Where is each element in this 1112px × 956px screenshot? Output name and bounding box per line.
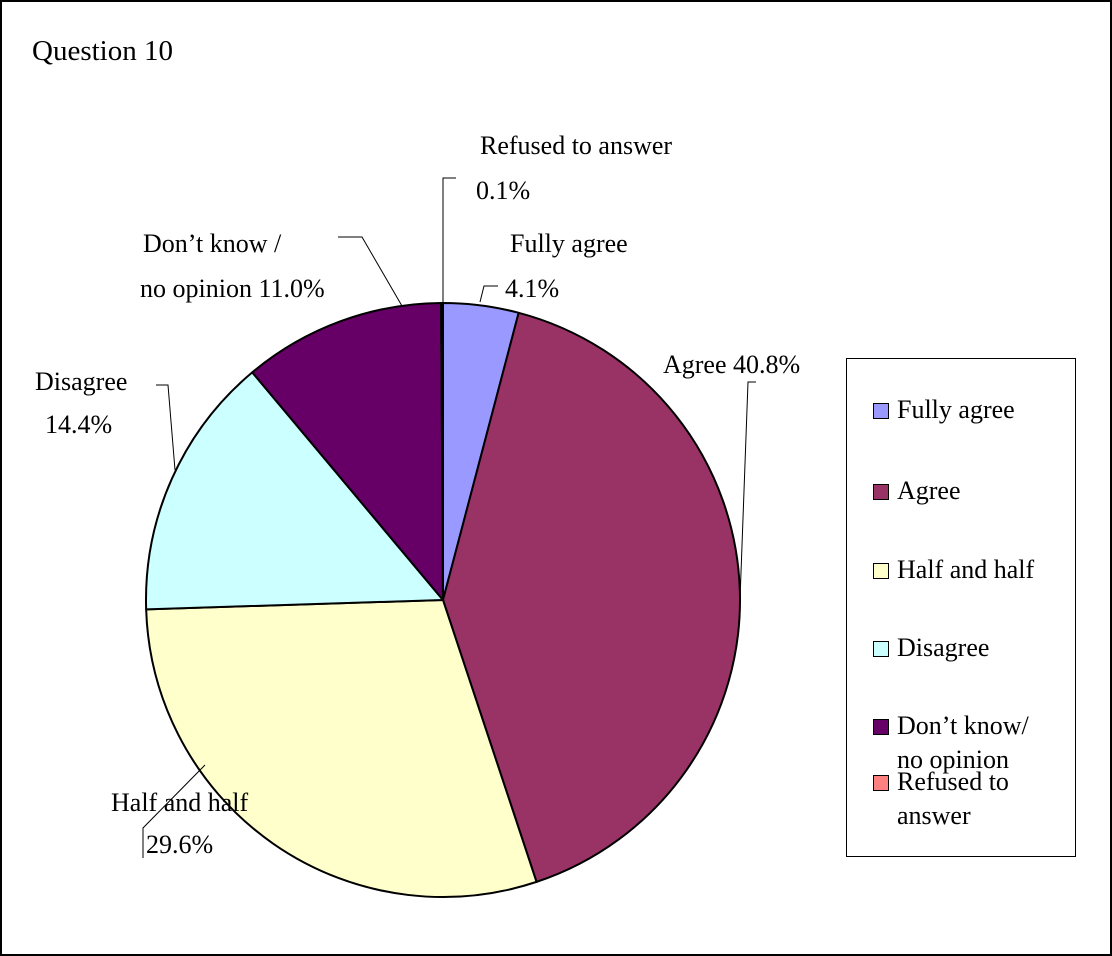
leader-line-don-t-know-no-opinion <box>338 236 403 307</box>
legend-swatch-half-and-half <box>873 563 889 579</box>
leader-line-agree <box>739 381 756 601</box>
leader-line-refused-to-answer <box>442 177 456 303</box>
data-label-refused-to-answer: Refused to answer <box>480 131 672 160</box>
legend-item-half-and-half: Half and half <box>873 553 1073 587</box>
data-label-disagree: Disagree <box>35 367 127 396</box>
legend-label: Disagree <box>897 633 990 662</box>
legend-item-don-t-know-no-opinion: Don’t know/no opinion <box>873 709 1073 777</box>
data-label-half-and-half: Half and half <box>111 788 249 817</box>
legend-label: Don’t know/ <box>897 711 1029 740</box>
data-label-agree: Agree 40.8% <box>663 350 800 379</box>
data-label-half-and-half: 29.6% <box>146 830 213 859</box>
data-label-fully-agree: 4.1% <box>505 274 559 303</box>
legend-swatch-agree <box>873 484 889 500</box>
legend-swatch-refused-to-answer <box>873 775 889 791</box>
leader-line-half-and-half <box>142 764 206 858</box>
legend-swatch-disagree <box>873 641 889 657</box>
legend-item-disagree: Disagree <box>873 631 1073 665</box>
legend-label: no opinion <box>897 745 1009 774</box>
legend-swatch-don-t-know-no-opinion <box>873 719 889 735</box>
legend-item-fully-agree: Fully agree <box>873 393 1073 427</box>
legend-swatch-fully-agree <box>873 403 889 419</box>
leader-line-disagree <box>156 384 176 471</box>
legend: Fully agree Agree Half and half Disagree Don… <box>846 358 1076 857</box>
data-label-refused-to-answer: 0.1% <box>476 176 530 205</box>
data-label-don-t-know-no-opinion: no opinion 11.0% <box>140 274 325 303</box>
legend-label: Agree <box>897 476 961 505</box>
legend-label: Fully agree <box>897 395 1015 424</box>
legend-label: answer <box>897 801 971 830</box>
pie-slice-disagree <box>145 371 444 611</box>
leader-line-fully-agree <box>479 285 498 303</box>
data-label-fully-agree: Fully agree <box>510 229 628 258</box>
chart-title: Question 10 <box>32 35 173 67</box>
data-label-don-t-know-no-opinion: Don’t know / <box>143 229 282 258</box>
pie-slice-don-t-know-no-opinion <box>251 302 444 601</box>
legend-label: Half and half <box>897 555 1035 584</box>
legend-item-refused-to-answer: Refused to answer <box>873 765 1073 833</box>
legend-label: Refused to <box>897 767 1009 796</box>
data-label-disagree: 14.4% <box>45 410 112 439</box>
legend-item-agree: Agree <box>873 474 1073 508</box>
pie-slice-half-and-half <box>145 599 538 898</box>
